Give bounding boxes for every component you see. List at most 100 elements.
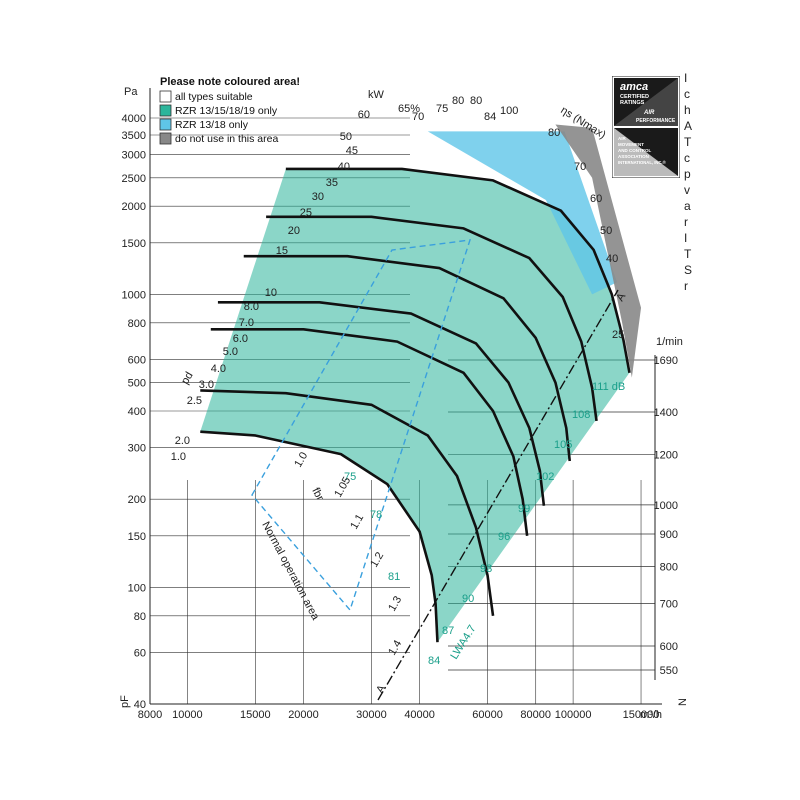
cropped-glyph: r (684, 215, 688, 229)
efficiency-value-label: 60 (590, 193, 602, 205)
badge-line8: ASSOCIATION (618, 154, 649, 159)
x-tick-label: 8000 (138, 709, 162, 721)
fbr-value-label: 1.2 (368, 550, 386, 569)
rpm-curve-900 (210, 328, 529, 536)
speed-tick-label: 550 (660, 665, 678, 677)
y-tick-label: 300 (128, 443, 146, 455)
efficiency-value-label: 80 (452, 95, 464, 107)
pd-label: pd (179, 370, 196, 387)
y-tick-label: 800 (128, 318, 146, 330)
legend-swatch-grey (159, 132, 172, 145)
kw-value-label: 40 (338, 161, 350, 173)
cropped-glyph: T (684, 135, 692, 149)
rpm-curve-550 (200, 430, 439, 643)
kw-value-label: 30 (312, 191, 324, 203)
y-tick-label: 100 (128, 582, 146, 594)
cropped-side-text: I c h A T c p v a r I T S r (684, 70, 700, 370)
chart-labels: 605045403530252015108.07.06.05.04.03.02.… (171, 95, 626, 667)
speed-tick-label: 700 (660, 598, 678, 610)
badge-line5: AIR (618, 136, 627, 141)
cropped-glyph: c (684, 151, 690, 165)
kw-value-label: 7.0 (239, 317, 254, 329)
y-tick-label: 80 (134, 611, 146, 623)
rpm-curve-700 (200, 389, 495, 616)
kw-value-label: 15 (276, 245, 288, 257)
kw-value-label: 1.0 (171, 451, 186, 463)
sound-level-label: 102 (536, 471, 554, 483)
kw-value-label: 8.0 (244, 301, 259, 313)
legend-title: Please note coloured area! (160, 76, 300, 88)
kw-value-label: 45 (346, 145, 358, 157)
line-a (377, 289, 619, 701)
amca-logo: amca CERTIFIED RATINGS AIR PERFORMANCE A… (611, 75, 681, 179)
efficiency-value-label: 50 (600, 225, 612, 237)
speed-tick-label: 1200 (654, 450, 678, 462)
cropped-glyph: T (684, 247, 692, 261)
cropped-glyph: h (684, 103, 691, 117)
sound-level-label: 81 (388, 571, 400, 583)
kw-value-label: 4.0 (211, 363, 226, 375)
legend-swatch-all (159, 90, 172, 103)
y-unit-label: Pa (124, 86, 138, 98)
legend-swatch-teal (159, 104, 172, 117)
cropped-glyph: A (684, 119, 693, 133)
y-tick-label: 2500 (122, 173, 146, 185)
kw-value-label: 3.0 (199, 379, 214, 391)
efficiency-value-label: 40 (606, 253, 618, 265)
cropped-glyph: a (684, 199, 691, 213)
y-tick-label: 4000 (122, 113, 146, 125)
speed-tick-label: 1690 (654, 355, 678, 367)
sound-level-label: 96 (498, 531, 510, 543)
efficiency-value-label: 80 (548, 127, 560, 139)
sound-level-label: 111 dB (592, 381, 625, 393)
cropped-glyph: r (684, 279, 688, 293)
efficiency-value-label: 25 (612, 329, 624, 341)
speed-unit-label: 1/min (656, 336, 683, 348)
efficiency-value-label: 70 (574, 161, 586, 173)
x-tick-label: 40000 (404, 709, 435, 721)
efficiency-value-label: 100 (500, 105, 518, 117)
y-tick-label: 1000 (122, 289, 146, 301)
speed-tick-label: 800 (660, 562, 678, 574)
grey-restricted-area (555, 124, 642, 378)
y-tick-label: 40 (134, 699, 146, 711)
efficiency-value-label: 75 (436, 103, 448, 115)
efficiency-value-label: 80 (470, 95, 482, 107)
rpm-curve-1200 (243, 254, 572, 462)
cropped-glyph: S (684, 263, 693, 277)
x-tick-label: 60000 (472, 709, 503, 721)
speed-tick-label: 1400 (654, 407, 678, 419)
x-unit-label: m³/h (640, 709, 662, 721)
legend-item-blue: RZR 13/18 only (175, 119, 249, 131)
rpm-curve-1000 (217, 300, 546, 506)
cropped-glyph: I (684, 231, 688, 245)
sound-level-label: 93 (480, 563, 492, 575)
badge-line6: MOVEMENT (618, 142, 644, 147)
fbr-value-label: 1.4 (386, 638, 404, 657)
y-tick-label: 60 (134, 647, 146, 659)
badge-line1: CERTIFIED (620, 94, 649, 100)
amca-certification-badge: amca CERTIFIED RATINGS AIR PERFORMANCE A… (611, 75, 681, 179)
y-tick-label: 600 (128, 354, 146, 366)
y-tick-label: 2000 (122, 201, 146, 213)
cropped-glyph: c (684, 87, 690, 101)
badge-line9: INTERNATIONAL, INC.® (618, 160, 667, 165)
normal-operation-boundary (251, 239, 472, 612)
y-tick-label: 200 (128, 494, 146, 506)
badge-line4: PERFORMANCE (636, 118, 676, 124)
x-tick-label: 20000 (288, 709, 319, 721)
x-tick-label: 100000 (555, 709, 592, 721)
kw-value-label: 2.5 (187, 395, 202, 407)
line-a-label-low: A (374, 683, 388, 696)
rpm-curves (200, 167, 631, 701)
legend-item-grey: do not use in this area (175, 133, 278, 145)
y-tick-label: 3500 (122, 130, 146, 142)
colored-operating-areas (200, 124, 642, 643)
y-tick-label: 150 (128, 531, 146, 543)
kw-value-label: 2.0 (175, 435, 190, 447)
speed-tick-label: 600 (660, 641, 678, 653)
sound-level-label: 99 (518, 503, 530, 515)
legend-item-all: all types suitable (175, 91, 253, 103)
sound-level-label: 87 (442, 625, 454, 637)
